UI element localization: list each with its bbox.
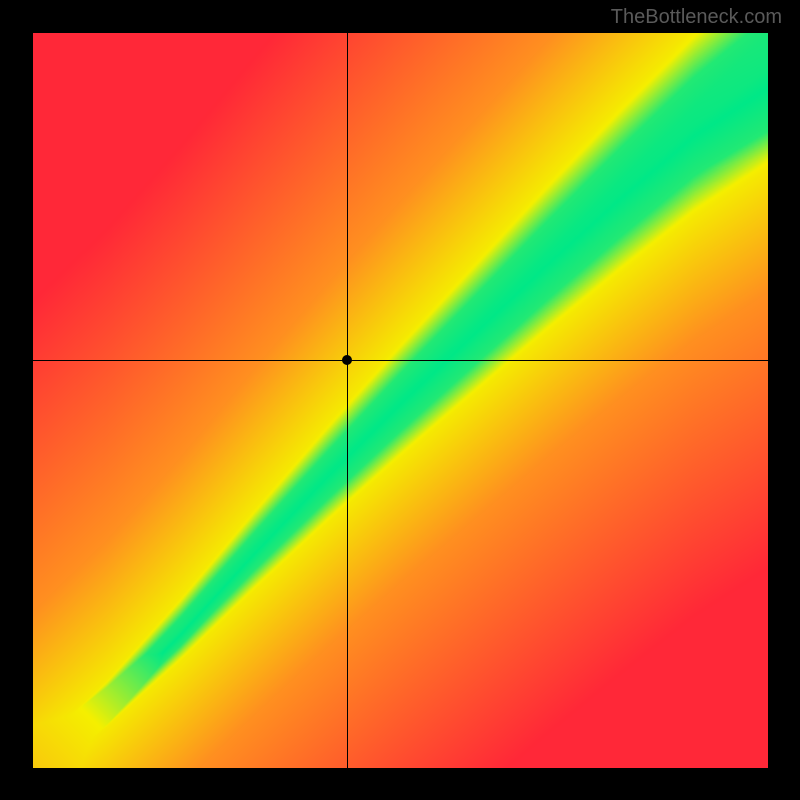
data-point-marker [342, 355, 352, 365]
plot-area [33, 33, 768, 768]
heatmap-canvas [33, 33, 768, 768]
chart-container: TheBottleneck.com [0, 0, 800, 800]
attribution-text: TheBottleneck.com [611, 6, 782, 29]
crosshair-vertical [347, 33, 348, 768]
crosshair-horizontal [33, 360, 768, 361]
